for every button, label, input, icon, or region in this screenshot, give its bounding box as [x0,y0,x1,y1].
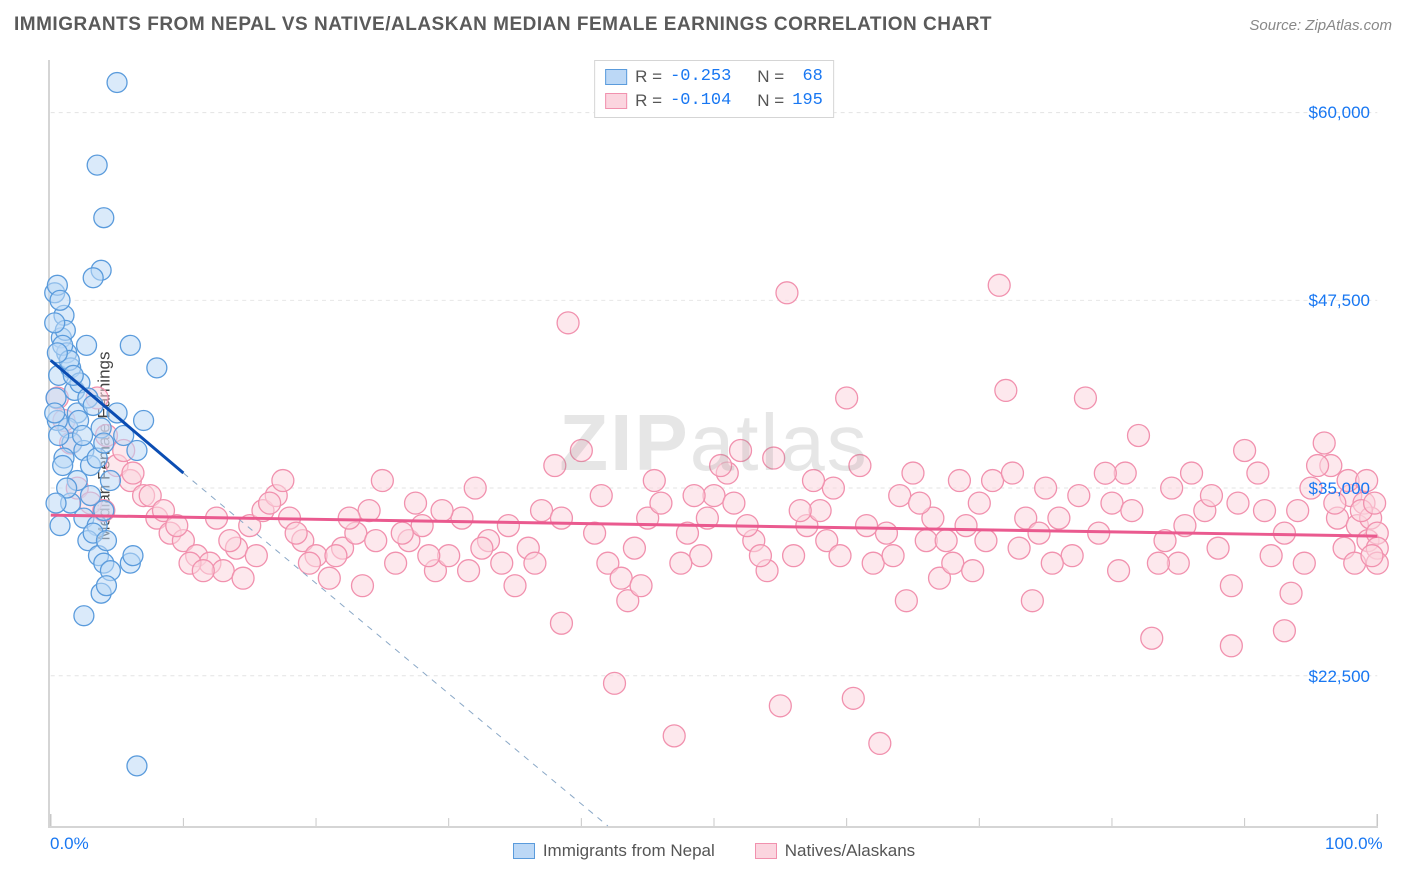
stat-row-pink: R = -0.104 N = 195 [605,89,823,113]
plot-area: ZIPatlas R = -0.253 N = 68 R = -0.104 N … [48,60,1378,828]
swatch-blue [605,69,627,85]
stat-r-label: R = [635,65,662,89]
stat-n-pink: 195 [792,89,823,113]
stat-n-label2: N = [757,89,784,113]
legend-item-pink: Natives/Alaskans [755,841,915,861]
source-site: ZipAtlas.com [1305,17,1392,34]
swatch-pink [605,93,627,109]
stat-legend: R = -0.253 N = 68 R = -0.104 N = 195 [594,60,834,118]
stat-r-pink: -0.104 [670,89,731,113]
source-prefix: Source: [1249,17,1305,34]
source-label: Source: ZipAtlas.com [1249,17,1392,34]
stat-row-blue: R = -0.253 N = 68 [605,65,823,89]
stat-n-label: N = [757,65,784,89]
y-tick-label: $60,000 [1309,103,1370,123]
swatch-blue-2 [513,843,535,859]
legend-item-blue: Immigrants from Nepal [513,841,715,861]
series-legend: Immigrants from Nepal Natives/Alaskans [50,841,1378,861]
legend-label-blue: Immigrants from Nepal [543,841,715,861]
stat-n-blue: 68 [792,65,823,89]
y-tick-label: $47,500 [1309,291,1370,311]
legend-label-pink: Natives/Alaskans [785,841,915,861]
stat-r-blue: -0.253 [670,65,731,89]
stat-r-label2: R = [635,89,662,113]
chart-title: IMMIGRANTS FROM NEPAL VS NATIVE/ALASKAN … [14,14,992,36]
y-tick-label: $22,500 [1309,667,1370,687]
x-tick-label: 0.0% [50,834,89,854]
swatch-pink-2 [755,843,777,859]
chart-svg [50,60,1378,826]
x-tick-label: 100.0% [1325,834,1383,854]
y-tick-label: $35,000 [1309,479,1370,499]
